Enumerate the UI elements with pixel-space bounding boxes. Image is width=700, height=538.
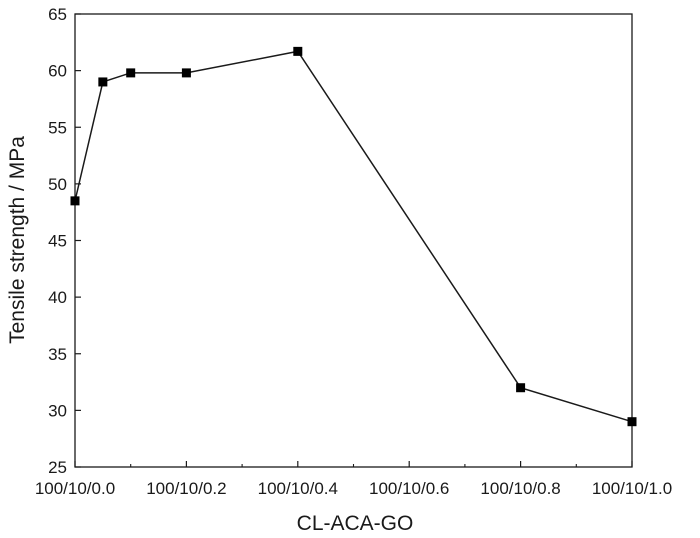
y-tick-label: 30 bbox=[48, 401, 67, 420]
data-point bbox=[293, 46, 303, 56]
y-tick-label: 45 bbox=[48, 232, 67, 251]
y-axis-title: Tensile strength / MPa bbox=[6, 136, 29, 344]
x-tick-label: 100/10/0.0 bbox=[35, 479, 115, 498]
data-point bbox=[516, 383, 526, 393]
plot-area bbox=[74, 13, 633, 468]
y-axis: 25 30 35 40 45 50 55 60 65 bbox=[48, 5, 81, 477]
y-tick-label: 40 bbox=[48, 288, 67, 307]
x-axis: 100/10/0.0 100/10/0.2 100/10/0.4 100/10/0.6… bbox=[35, 461, 672, 498]
data-point bbox=[627, 417, 637, 427]
x-axis-title: CL-ACA-GO bbox=[297, 512, 414, 535]
data-series bbox=[70, 46, 637, 427]
x-tick-label: 100/10/0.8 bbox=[480, 479, 560, 498]
data-point bbox=[98, 77, 108, 87]
y-tick-label: 65 bbox=[48, 5, 67, 24]
x-tick-label: 100/10/0.4 bbox=[258, 479, 338, 498]
x-tick-label: 100/10/1.0 bbox=[592, 479, 672, 498]
data-point bbox=[126, 68, 136, 78]
plot-frame bbox=[74, 13, 633, 468]
x-tick-label: 100/10/0.2 bbox=[146, 479, 226, 498]
y-tick-label: 60 bbox=[48, 62, 67, 81]
y-tick-label: 50 bbox=[48, 175, 67, 194]
y-tick-label: 55 bbox=[48, 118, 67, 137]
x-tick-label: 100/10/0.6 bbox=[369, 479, 449, 498]
data-point bbox=[181, 68, 191, 78]
y-tick-label: 35 bbox=[48, 345, 67, 364]
data-point bbox=[70, 196, 80, 206]
y-tick-label: 25 bbox=[48, 458, 67, 477]
series-line bbox=[74, 50, 633, 423]
